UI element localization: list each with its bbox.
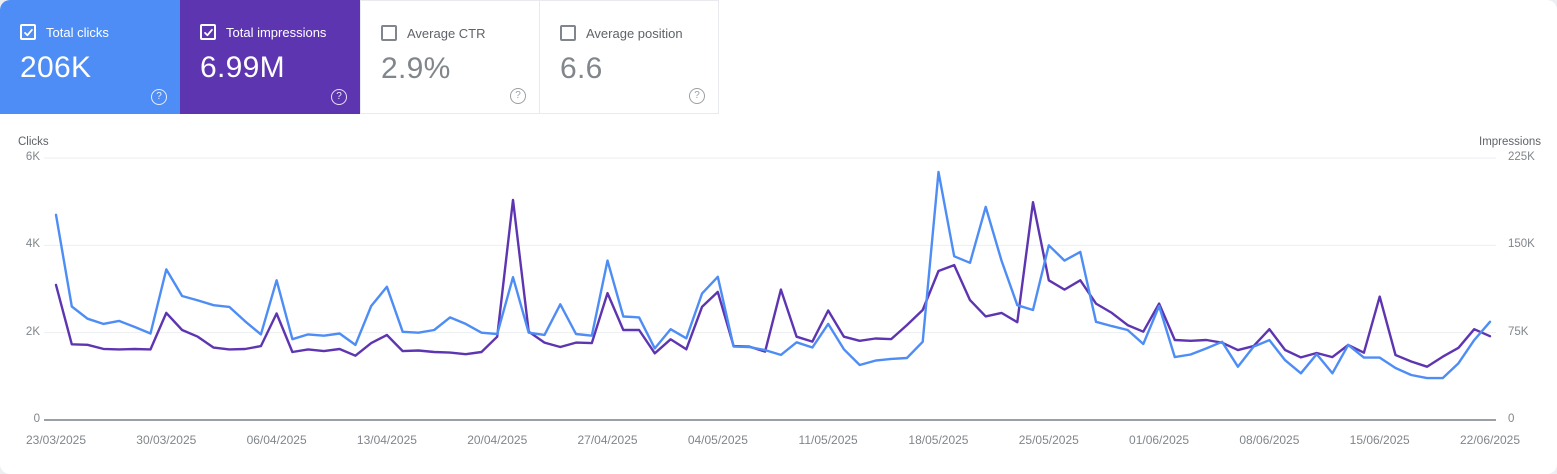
right-axis-tick: 75K (1508, 326, 1529, 338)
metric-label: Total clicks (46, 24, 109, 40)
help-icon[interactable]: ? (151, 89, 167, 105)
x-tick-label: 11/05/2025 (798, 433, 858, 447)
x-tick-label: 08/06/2025 (1239, 433, 1300, 447)
right-axis-title: Impressions (1479, 136, 1541, 148)
metric-card-average-ctr[interactable]: Average CTR 2.9% ? (360, 0, 540, 114)
x-tick-label: 25/05/2025 (1018, 433, 1079, 447)
metric-label: Average CTR (407, 25, 486, 41)
check-icon (203, 28, 213, 36)
x-tick-label: 01/06/2025 (1129, 433, 1190, 447)
x-tick-label: 06/04/2025 (246, 433, 307, 447)
left-axis-tick: 4K (25, 238, 40, 250)
metric-card-header: Total impressions (200, 24, 346, 40)
x-tick-label: 22/06/2025 (1459, 433, 1521, 447)
metric-card-header: Average CTR (381, 25, 525, 41)
x-tick-label: 27/04/2025 (577, 433, 638, 447)
metric-value: 2.9% (381, 52, 451, 85)
metric-card-header: Average position (560, 25, 704, 41)
right-axis-tick: 0 (1508, 413, 1515, 425)
right-axis-tick: 225K (1508, 151, 1535, 163)
metric-label: Total impressions (226, 24, 327, 40)
help-icon[interactable]: ? (331, 89, 347, 105)
x-tick-label: 20/04/2025 (467, 433, 528, 447)
metric-card-header: Total clicks (20, 24, 166, 40)
x-tick-label: 18/05/2025 (908, 433, 969, 447)
x-tick-label: 04/05/2025 (687, 433, 748, 447)
help-icon[interactable]: ? (510, 88, 526, 104)
series-line-impressions (54, 198, 1492, 368)
x-tick-label: 13/04/2025 (356, 433, 417, 447)
series-line-clicks (54, 170, 1492, 380)
right-axis-tick: 150K (1508, 238, 1535, 250)
left-axis-title: Clicks (18, 136, 49, 148)
metric-value: 6.99M (200, 51, 285, 84)
metric-cards: Total clicks 206K ? Total impressions 6.… (0, 0, 719, 114)
metric-card-total-clicks[interactable]: Total clicks 206K ? (0, 0, 180, 114)
metric-card-total-impressions[interactable]: Total impressions 6.99M ? (180, 0, 360, 114)
metric-card-average-position[interactable]: Average position 6.6 ? (539, 0, 719, 114)
metric-value: 6.6 (560, 52, 603, 85)
x-tick-label: 30/03/2025 (136, 433, 197, 447)
left-axis-tick: 6K (25, 151, 40, 163)
left-axis-tick: 0 (33, 413, 40, 425)
metric-label: Average position (586, 25, 683, 41)
help-icon[interactable]: ? (689, 88, 705, 104)
check-icon (23, 28, 33, 36)
metric-value: 206K (20, 51, 92, 84)
checkbox-total-clicks[interactable] (20, 24, 36, 40)
checkbox-average-ctr[interactable] (381, 25, 397, 41)
left-axis-tick: 2K (25, 326, 40, 338)
checkbox-total-impressions[interactable] (200, 24, 216, 40)
checkbox-average-position[interactable] (560, 25, 576, 41)
x-tick-label: 23/03/2025 (25, 433, 87, 447)
x-tick-label: 15/06/2025 (1349, 433, 1410, 447)
